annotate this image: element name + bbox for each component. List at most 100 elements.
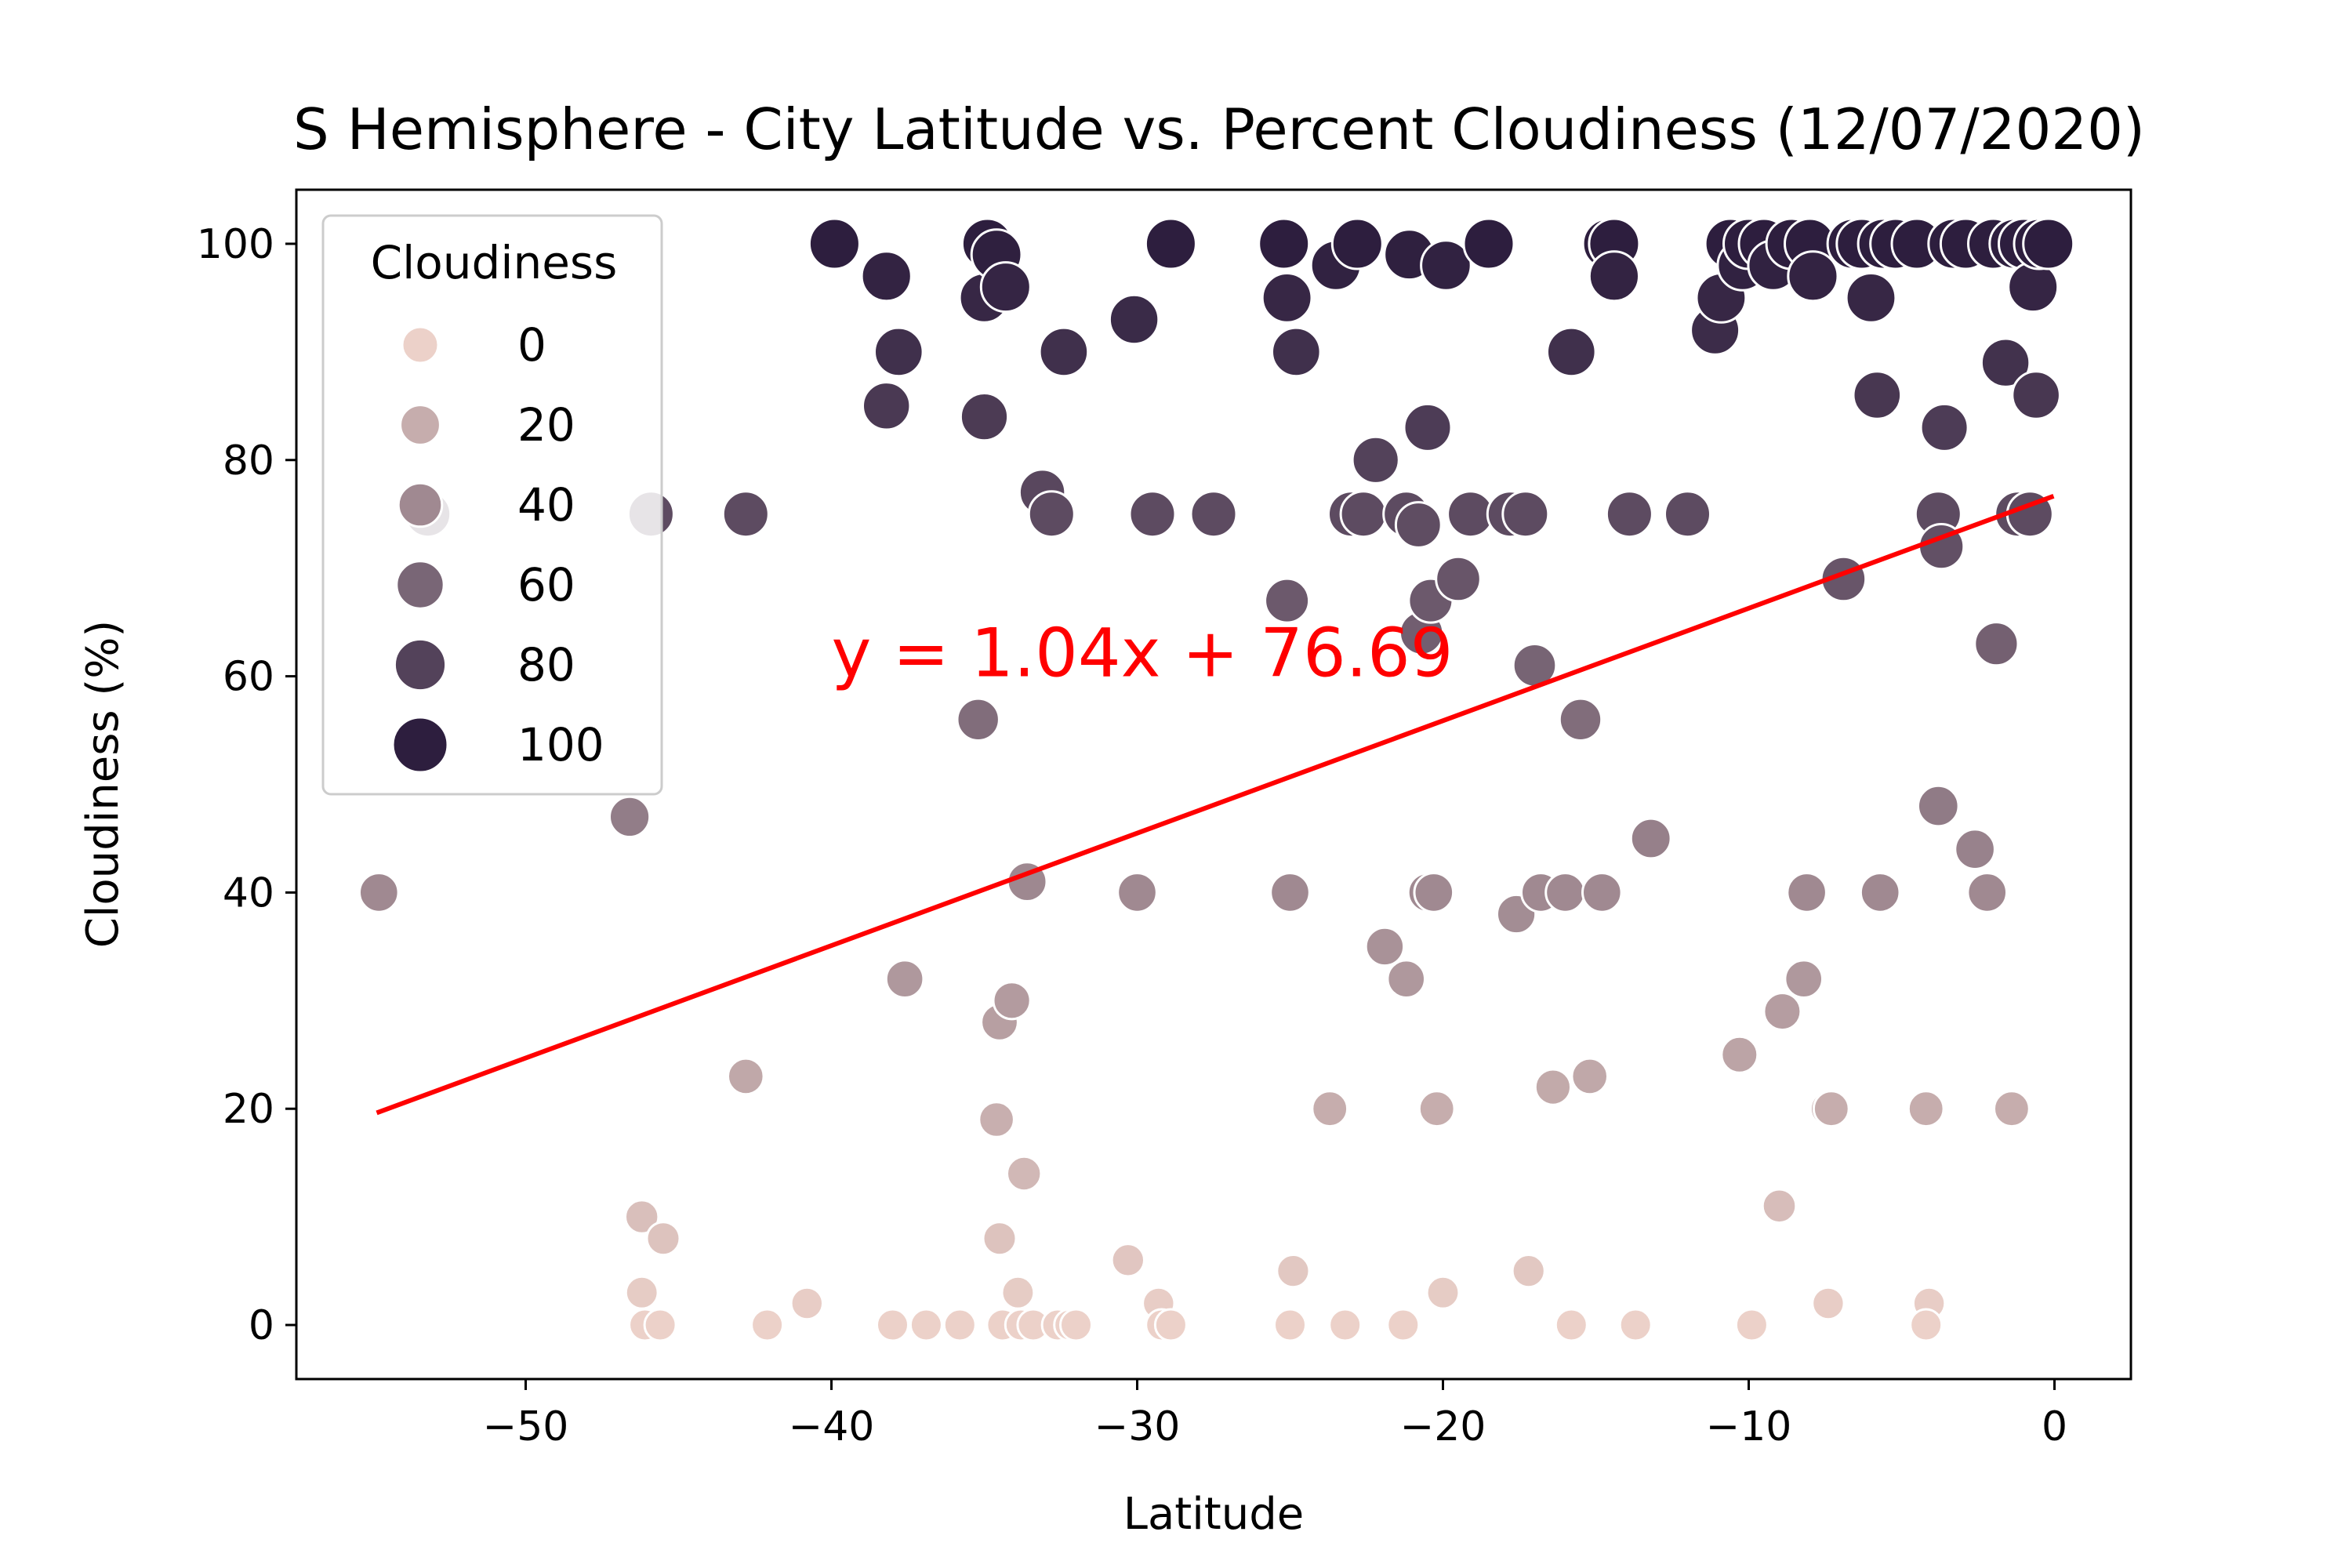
data-point xyxy=(721,490,770,539)
data-point xyxy=(1954,828,1996,870)
legend-entry-label: 0 xyxy=(517,318,546,372)
data-point xyxy=(1006,1155,1043,1192)
data-point xyxy=(1605,490,1653,539)
data-point xyxy=(1364,926,1406,967)
y-tick-label: 100 xyxy=(197,221,274,268)
data-point xyxy=(2022,217,2075,270)
data-point xyxy=(1261,272,1313,324)
data-point xyxy=(942,1308,977,1342)
data-point xyxy=(1116,872,1158,913)
data-point xyxy=(808,217,861,270)
legend-entry-label: 80 xyxy=(517,638,575,691)
data-point xyxy=(1264,577,1311,624)
y-tick-label: 0 xyxy=(249,1302,274,1349)
data-point xyxy=(1859,872,1901,913)
data-point xyxy=(1546,326,1597,378)
data-point xyxy=(1501,490,1550,539)
legend-marker xyxy=(395,560,445,610)
data-point xyxy=(1845,272,1897,324)
chart-title: S Hemisphere - City Latitude vs. Percent… xyxy=(293,96,2145,162)
data-point xyxy=(1544,872,1586,913)
data-point xyxy=(1812,1090,1850,1128)
legend-entry-label: 100 xyxy=(517,718,604,771)
data-point xyxy=(1917,784,1960,828)
data-point xyxy=(1417,1090,1456,1128)
data-point xyxy=(608,795,652,839)
data-point xyxy=(1271,326,1322,378)
data-point xyxy=(789,1286,825,1321)
y-tick-label: 20 xyxy=(223,1086,274,1133)
data-point xyxy=(1664,490,1711,539)
data-point xyxy=(1144,217,1197,270)
x-tick-label: −20 xyxy=(1400,1403,1486,1450)
data-point xyxy=(1328,1308,1363,1342)
data-point xyxy=(1128,490,1177,539)
data-point xyxy=(884,959,925,999)
legend-entry-label: 20 xyxy=(517,398,575,452)
data-point xyxy=(1311,1090,1349,1128)
data-point xyxy=(1339,490,1388,539)
data-point xyxy=(1761,1188,1798,1225)
data-point xyxy=(1588,250,1640,303)
data-point xyxy=(1027,490,1076,539)
data-point xyxy=(1966,872,2008,913)
data-point xyxy=(876,1308,909,1342)
x-tick-label: −50 xyxy=(483,1403,569,1450)
data-point xyxy=(1386,959,1426,999)
data-point xyxy=(1420,239,1472,292)
data-point xyxy=(1189,490,1238,539)
data-point xyxy=(1786,872,1828,913)
regression-layer: y = 1.04x + 76.69 xyxy=(376,494,2055,1116)
x-tick-label: −30 xyxy=(1094,1403,1181,1450)
data-point xyxy=(909,1308,943,1342)
data-point xyxy=(959,391,1010,442)
x-tick-label: 0 xyxy=(2042,1403,2067,1450)
data-point xyxy=(1108,293,1160,346)
data-point xyxy=(956,697,1000,742)
regression-line xyxy=(376,494,2055,1116)
data-point xyxy=(992,981,1032,1021)
data-point xyxy=(1618,1308,1653,1342)
legend-box xyxy=(321,214,663,796)
legend-marker xyxy=(397,481,444,528)
data-point xyxy=(982,1221,1018,1257)
data-point xyxy=(1059,1308,1093,1342)
data-point xyxy=(1919,402,1969,452)
data-point xyxy=(1273,1308,1307,1342)
data-point xyxy=(1993,1090,2031,1128)
data-point xyxy=(1351,435,1400,485)
data-point xyxy=(1435,555,1482,603)
data-point xyxy=(2011,370,2061,420)
data-point xyxy=(1462,217,1515,270)
data-point xyxy=(1734,1308,1769,1342)
data-point xyxy=(979,261,1032,314)
data-point xyxy=(1403,402,1453,452)
data-point xyxy=(1784,959,1824,999)
data-point xyxy=(1038,326,1090,378)
y-tick-label: 60 xyxy=(223,654,274,701)
legend-marker xyxy=(391,716,449,774)
data-point xyxy=(978,1101,1015,1138)
legend-marker xyxy=(393,637,448,692)
legend: Cloudiness 0 20 40 60 80 100 xyxy=(321,214,663,796)
data-point xyxy=(1787,250,1839,303)
data-point xyxy=(1269,872,1311,913)
data-point xyxy=(1973,621,2020,667)
data-point xyxy=(1276,1254,1311,1289)
data-point xyxy=(1909,1308,1944,1342)
legend-marker xyxy=(401,325,440,365)
data-point xyxy=(1534,1068,1573,1106)
data-point xyxy=(1110,1243,1146,1278)
data-point xyxy=(727,1057,765,1096)
data-point xyxy=(1386,1308,1421,1342)
legend-entry-label: 40 xyxy=(517,478,575,532)
data-point xyxy=(1762,992,1802,1032)
y-tick-label: 80 xyxy=(223,437,274,485)
data-point xyxy=(1000,1275,1036,1310)
data-point xyxy=(1330,217,1384,270)
data-point xyxy=(1581,872,1623,913)
data-point xyxy=(1511,1254,1546,1289)
data-point xyxy=(1907,1090,1945,1128)
data-point xyxy=(873,326,924,378)
